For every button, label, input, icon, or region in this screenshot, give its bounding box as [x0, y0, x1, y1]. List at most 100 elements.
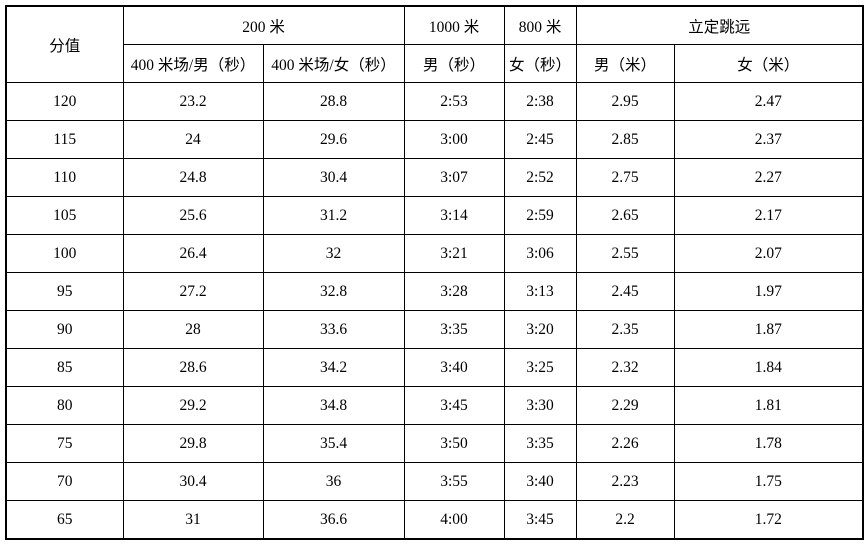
cell-1000m-male: 3:45: [403, 386, 505, 425]
table-row: 105 25.6 31.2 3:14 2:59 2.65 2.17: [5, 196, 864, 235]
cell-1000m-male: 3:40: [403, 348, 505, 387]
cell-200m-female: 31.2: [262, 196, 405, 235]
cell-1000m-male: 3:35: [403, 310, 505, 349]
cell-1000m-male: 2:53: [403, 82, 505, 121]
header-200m-group: 200 米: [122, 5, 405, 45]
cell-200m-male: 23.2: [122, 82, 264, 121]
cell-1000m-male: 3:50: [403, 424, 505, 463]
cell-score: 100: [5, 234, 124, 273]
cell-800m-female: 2:52: [503, 158, 577, 197]
cell-1000m-male: 3:28: [403, 272, 505, 311]
table-row: 100 26.4 32 3:21 3:06 2.55 2.07: [5, 234, 864, 273]
header-jump-female: 女（米）: [673, 44, 864, 83]
cell-jump-male: 2.2: [575, 500, 675, 540]
cell-score: 70: [5, 462, 124, 501]
header-score: 分值: [5, 5, 124, 83]
cell-jump-female: 2.17: [673, 196, 864, 235]
cell-score: 120: [5, 82, 124, 121]
cell-200m-male: 30.4: [122, 462, 264, 501]
header-800m-group: 800 米: [503, 5, 577, 45]
cell-jump-female: 1.78: [673, 424, 864, 463]
table-row: 115 24 29.6 3:00 2:45 2.85 2.37: [5, 120, 864, 159]
cell-200m-male: 24.8: [122, 158, 264, 197]
cell-jump-male: 2.85: [575, 120, 675, 159]
cell-jump-female: 2.07: [673, 234, 864, 273]
table-row: 120 23.2 28.8 2:53 2:38 2.95 2.47: [5, 82, 864, 121]
cell-800m-female: 3:25: [503, 348, 577, 387]
cell-jump-male: 2.75: [575, 158, 675, 197]
cell-200m-female: 34.8: [262, 386, 405, 425]
cell-1000m-male: 3:14: [403, 196, 505, 235]
cell-jump-female: 1.81: [673, 386, 864, 425]
cell-800m-female: 3:45: [503, 500, 577, 540]
header-row-1: 分值 200 米 1000 米 800 米 立定跳远: [5, 5, 864, 83]
cell-800m-female: 3:20: [503, 310, 577, 349]
cell-jump-female: 2.37: [673, 120, 864, 159]
cell-score: 85: [5, 348, 124, 387]
cell-200m-male: 28: [122, 310, 264, 349]
cell-jump-female: 1.97: [673, 272, 864, 311]
cell-200m-male: 29.8: [122, 424, 264, 463]
cell-jump-male: 2.23: [575, 462, 675, 501]
cell-jump-female: 1.84: [673, 348, 864, 387]
cell-800m-female: 3:06: [503, 234, 577, 273]
cell-800m-female: 3:40: [503, 462, 577, 501]
cell-200m-female: 36.6: [262, 500, 405, 540]
cell-score: 95: [5, 272, 124, 311]
cell-200m-female: 30.4: [262, 158, 405, 197]
header-1000m-male: 男（秒）: [403, 44, 505, 83]
cell-200m-female: 32.8: [262, 272, 405, 311]
cell-jump-female: 1.87: [673, 310, 864, 349]
cell-200m-male: 26.4: [122, 234, 264, 273]
cell-jump-female: 1.72: [673, 500, 864, 540]
cell-200m-female: 34.2: [262, 348, 405, 387]
cell-200m-male: 24: [122, 120, 264, 159]
cell-200m-female: 28.8: [262, 82, 405, 121]
header-long-jump-group: 立定跳远: [575, 5, 864, 45]
cell-jump-male: 2.35: [575, 310, 675, 349]
cell-1000m-male: 4:00: [403, 500, 505, 540]
cell-800m-female: 3:35: [503, 424, 577, 463]
cell-200m-male: 31: [122, 500, 264, 540]
cell-score: 105: [5, 196, 124, 235]
table-row: 70 30.4 36 3:55 3:40 2.23 1.75: [5, 462, 864, 501]
header-200m-female: 400 米场/女（秒）: [262, 44, 405, 83]
cell-200m-male: 27.2: [122, 272, 264, 311]
table-row: 90 28 33.6 3:35 3:20 2.35 1.87: [5, 310, 864, 349]
cell-score: 75: [5, 424, 124, 463]
cell-800m-female: 2:59: [503, 196, 577, 235]
table-row: 65 31 36.6 4:00 3:45 2.2 1.72: [5, 500, 864, 540]
table-row: 95 27.2 32.8 3:28 3:13 2.45 1.97: [5, 272, 864, 311]
cell-jump-male: 2.55: [575, 234, 675, 273]
cell-200m-male: 25.6: [122, 196, 264, 235]
cell-jump-female: 1.75: [673, 462, 864, 501]
header-jump-male: 男（米）: [575, 44, 675, 83]
cell-1000m-male: 3:00: [403, 120, 505, 159]
header-200m-male: 400 米场/男（秒）: [122, 44, 264, 83]
cell-score: 65: [5, 500, 124, 540]
cell-200m-female: 36: [262, 462, 405, 501]
cell-800m-female: 3:13: [503, 272, 577, 311]
cell-800m-female: 2:38: [503, 82, 577, 121]
cell-200m-male: 29.2: [122, 386, 264, 425]
cell-1000m-male: 3:07: [403, 158, 505, 197]
cell-200m-female: 33.6: [262, 310, 405, 349]
cell-score: 115: [5, 120, 124, 159]
table-row: 110 24.8 30.4 3:07 2:52 2.75 2.27: [5, 158, 864, 197]
cell-jump-female: 2.27: [673, 158, 864, 197]
table-row: 85 28.6 34.2 3:40 3:25 2.32 1.84: [5, 348, 864, 387]
cell-jump-male: 2.45: [575, 272, 675, 311]
cell-jump-male: 2.95: [575, 82, 675, 121]
cell-score: 90: [5, 310, 124, 349]
cell-200m-female: 29.6: [262, 120, 405, 159]
cell-200m-female: 35.4: [262, 424, 405, 463]
cell-jump-male: 2.32: [575, 348, 675, 387]
header-800m-female: 女（秒）: [503, 44, 577, 83]
cell-jump-female: 2.47: [673, 82, 864, 121]
cell-1000m-male: 3:21: [403, 234, 505, 273]
table-row: 75 29.8 35.4 3:50 3:35 2.26 1.78: [5, 424, 864, 463]
cell-800m-female: 2:45: [503, 120, 577, 159]
cell-jump-male: 2.29: [575, 386, 675, 425]
cell-jump-male: 2.65: [575, 196, 675, 235]
cell-score: 110: [5, 158, 124, 197]
